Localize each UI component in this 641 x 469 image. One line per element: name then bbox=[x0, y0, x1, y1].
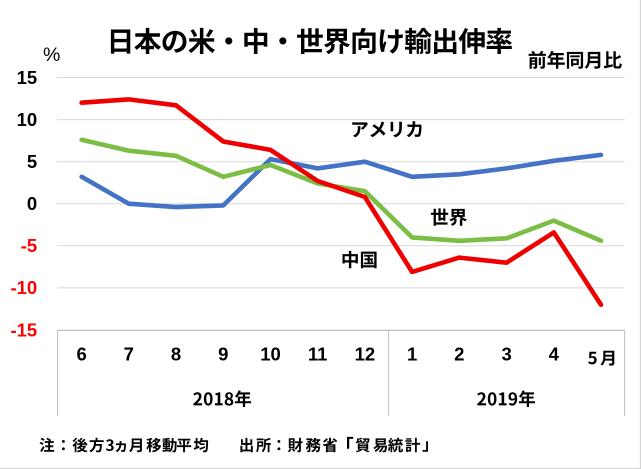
svg-text:-10: -10 bbox=[10, 277, 37, 298]
svg-text:4: 4 bbox=[549, 344, 560, 365]
svg-text:5: 5 bbox=[27, 151, 37, 172]
svg-text:3: 3 bbox=[501, 344, 511, 365]
svg-text:-5: -5 bbox=[21, 235, 37, 256]
svg-text:12: 12 bbox=[355, 344, 376, 365]
svg-text:11: 11 bbox=[308, 344, 328, 365]
svg-text:10: 10 bbox=[260, 344, 281, 365]
svg-text:6: 6 bbox=[76, 344, 86, 365]
svg-text:-15: -15 bbox=[10, 319, 37, 340]
svg-text:15: 15 bbox=[17, 67, 38, 88]
svg-text:8: 8 bbox=[171, 344, 181, 365]
svg-text:9: 9 bbox=[218, 344, 228, 365]
svg-text:%: % bbox=[43, 44, 60, 66]
svg-text:1: 1 bbox=[407, 344, 417, 365]
svg-text:10: 10 bbox=[17, 109, 38, 130]
svg-text:7: 7 bbox=[124, 344, 134, 365]
svg-text:2: 2 bbox=[454, 344, 464, 365]
svg-text:0: 0 bbox=[27, 193, 37, 214]
